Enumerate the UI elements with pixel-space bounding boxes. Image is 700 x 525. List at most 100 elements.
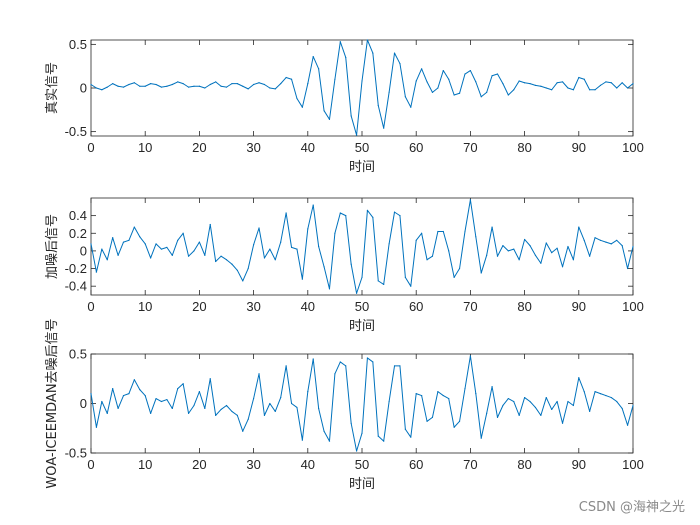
x-tick-label: 20 xyxy=(192,457,206,472)
data-point xyxy=(491,226,493,228)
data-point xyxy=(187,412,190,414)
data-point xyxy=(301,278,303,280)
data-point xyxy=(204,87,206,89)
data-point xyxy=(480,96,482,98)
data-point xyxy=(599,393,602,395)
data-point xyxy=(334,78,336,80)
data-point xyxy=(231,83,233,85)
data-point xyxy=(621,82,623,84)
data-point xyxy=(453,94,455,96)
data-point xyxy=(551,89,553,91)
y-tick-label: 0.5 xyxy=(69,37,87,52)
data-point xyxy=(426,420,428,422)
data-point xyxy=(323,266,325,268)
data-point xyxy=(605,394,607,397)
data-point xyxy=(345,56,347,59)
data-point xyxy=(437,87,439,89)
data-point xyxy=(187,86,190,88)
data-point xyxy=(632,404,634,407)
data-point xyxy=(231,410,233,413)
x-tick-label: 50 xyxy=(355,140,369,155)
x-tick-label: 70 xyxy=(463,140,477,155)
data-point xyxy=(263,83,266,86)
data-point xyxy=(122,86,125,88)
data-point xyxy=(572,404,574,407)
data-point xyxy=(578,76,580,79)
data-point xyxy=(177,81,179,83)
data-point xyxy=(155,83,157,86)
data-point xyxy=(355,134,358,136)
data-point xyxy=(453,276,455,278)
plot-frame xyxy=(90,39,634,137)
data-point xyxy=(204,407,206,410)
data-point xyxy=(393,365,396,367)
data-point xyxy=(274,259,276,261)
data-point xyxy=(209,223,211,226)
data-point xyxy=(177,388,179,390)
data-point xyxy=(486,91,488,93)
data-point xyxy=(469,355,471,357)
data-point xyxy=(258,373,260,375)
data-point xyxy=(312,358,314,360)
data-point xyxy=(258,227,260,229)
data-point xyxy=(345,215,347,217)
data-point xyxy=(247,88,249,90)
y-tick-label: 0.2 xyxy=(69,226,87,241)
data-point xyxy=(95,87,98,89)
data-point xyxy=(301,106,303,108)
data-point xyxy=(545,396,547,399)
data-point xyxy=(290,246,293,248)
data-point xyxy=(594,237,596,239)
data-point xyxy=(453,426,455,428)
y-tick-label: 0.5 xyxy=(69,347,87,362)
data-point xyxy=(139,236,141,238)
data-point xyxy=(334,373,336,375)
data-point xyxy=(285,365,287,367)
data-point xyxy=(421,68,423,70)
data-point xyxy=(561,266,564,268)
data-point xyxy=(133,379,135,381)
data-point xyxy=(95,271,98,273)
data-point xyxy=(177,239,179,241)
y-axis-label: 加噪后信号 xyxy=(45,214,60,279)
data-point xyxy=(524,238,526,241)
data-point xyxy=(518,414,520,416)
data-point xyxy=(458,92,461,94)
x-tick-label: 40 xyxy=(301,140,315,155)
data-point xyxy=(399,215,401,217)
data-point xyxy=(155,397,157,400)
data-point xyxy=(431,255,434,257)
data-point xyxy=(594,89,596,91)
data-point xyxy=(589,255,591,257)
data-point xyxy=(464,230,466,233)
y-axis-label: 真实信号 xyxy=(45,62,60,114)
data-point xyxy=(269,248,271,250)
data-point xyxy=(507,250,509,252)
data-point xyxy=(280,241,282,243)
y-tick-label: -0.2 xyxy=(65,261,87,276)
data-point xyxy=(534,84,537,86)
data-point xyxy=(551,252,553,254)
data-point xyxy=(410,285,412,287)
data-point xyxy=(101,400,103,403)
data-point xyxy=(187,255,190,257)
x-tick-label: 100 xyxy=(622,457,644,472)
x-tick-label: 40 xyxy=(301,299,315,314)
data-point xyxy=(280,396,282,399)
data-point xyxy=(334,232,336,234)
y-tick-label: -0.5 xyxy=(65,124,87,139)
data-point xyxy=(112,388,114,390)
x-tick-label: 60 xyxy=(409,457,423,472)
data-point xyxy=(632,83,634,85)
data-point xyxy=(377,104,379,107)
x-tick-label: 0 xyxy=(87,457,94,472)
data-point xyxy=(198,241,200,243)
data-point xyxy=(128,239,130,241)
data-point xyxy=(215,81,217,83)
data-point xyxy=(442,394,444,397)
data-point xyxy=(437,391,439,393)
data-point xyxy=(166,398,168,401)
data-point xyxy=(567,245,569,248)
data-point xyxy=(160,86,163,88)
data-point xyxy=(204,254,206,256)
